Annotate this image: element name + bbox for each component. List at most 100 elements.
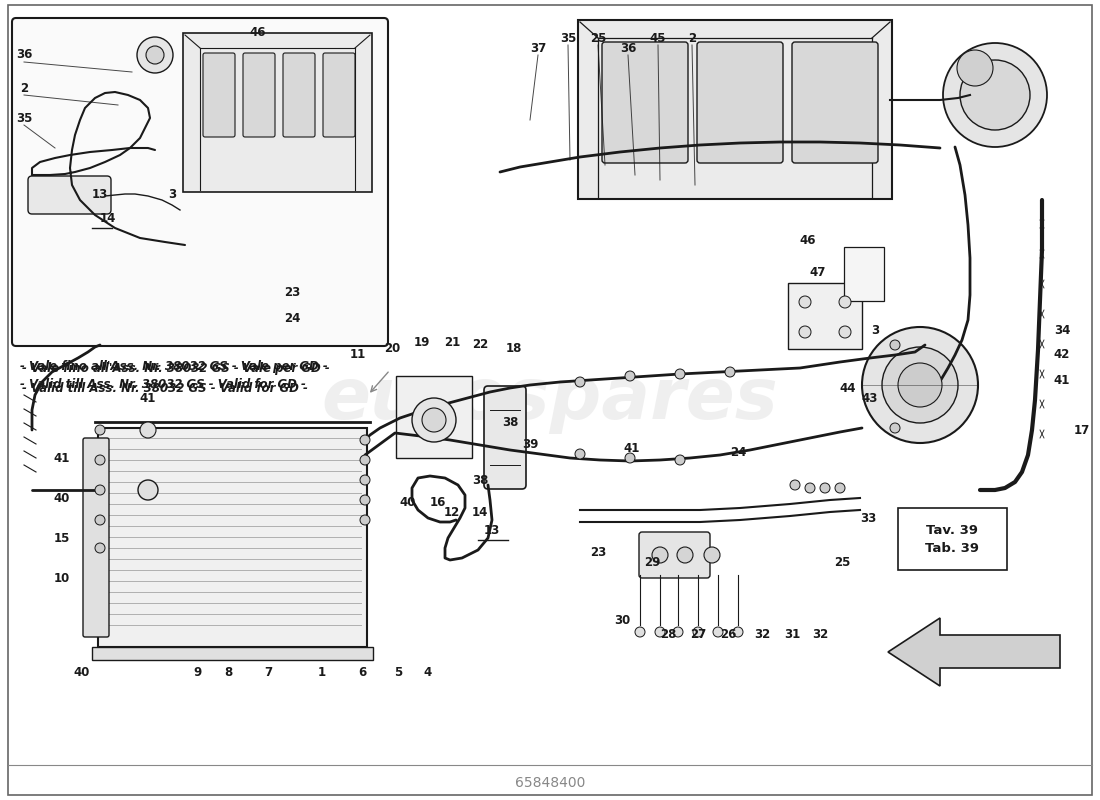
Text: 3: 3 (168, 189, 176, 202)
Text: 13: 13 (484, 523, 500, 537)
Circle shape (704, 547, 720, 563)
Circle shape (957, 50, 993, 86)
FancyBboxPatch shape (183, 33, 372, 192)
FancyBboxPatch shape (82, 438, 109, 637)
Circle shape (412, 398, 456, 442)
Text: - Vale fino all'Ass. Nr. 38032 GS - Vale per GD -: - Vale fino all'Ass. Nr. 38032 GS - Vale… (22, 362, 330, 375)
Circle shape (890, 423, 900, 433)
Circle shape (835, 483, 845, 493)
Circle shape (652, 547, 668, 563)
FancyBboxPatch shape (697, 42, 783, 163)
Text: 14: 14 (100, 211, 117, 225)
Circle shape (625, 453, 635, 463)
Text: 21: 21 (444, 335, 460, 349)
Text: 22: 22 (472, 338, 488, 351)
Circle shape (95, 425, 104, 435)
Circle shape (360, 435, 370, 445)
Text: 40: 40 (74, 666, 90, 678)
Text: 39: 39 (521, 438, 538, 451)
Circle shape (693, 627, 703, 637)
Text: 32: 32 (812, 629, 828, 642)
Circle shape (882, 347, 958, 423)
Text: 8: 8 (224, 666, 232, 678)
Circle shape (138, 480, 158, 500)
Text: 41: 41 (140, 391, 156, 405)
FancyBboxPatch shape (204, 53, 235, 137)
Circle shape (635, 627, 645, 637)
Circle shape (422, 408, 446, 432)
Circle shape (95, 515, 104, 525)
Text: 45: 45 (650, 31, 667, 45)
Text: 3: 3 (871, 323, 879, 337)
Text: 28: 28 (660, 629, 676, 642)
Text: 43: 43 (861, 391, 878, 405)
Circle shape (675, 455, 685, 465)
Text: 10: 10 (54, 571, 70, 585)
FancyBboxPatch shape (12, 18, 388, 346)
Text: 35: 35 (560, 31, 576, 45)
Text: - Vale fino all'Ass. Nr. 38032 GS - Vale per GD -: - Vale fino all'Ass. Nr. 38032 GS - Vale… (20, 360, 328, 373)
Text: 20: 20 (384, 342, 400, 354)
FancyBboxPatch shape (639, 532, 710, 578)
Text: 2: 2 (20, 82, 29, 94)
Text: 41: 41 (624, 442, 640, 454)
Text: 38: 38 (472, 474, 488, 486)
FancyBboxPatch shape (484, 386, 526, 489)
Text: 36: 36 (15, 49, 32, 62)
Text: 18: 18 (506, 342, 522, 354)
Circle shape (805, 483, 815, 493)
Text: 65848400: 65848400 (515, 776, 585, 790)
Text: 24: 24 (729, 446, 746, 458)
Circle shape (360, 455, 370, 465)
Circle shape (898, 363, 942, 407)
Text: 6: 6 (358, 666, 366, 678)
Circle shape (360, 515, 370, 525)
FancyBboxPatch shape (243, 53, 275, 137)
Text: 41: 41 (54, 451, 70, 465)
Text: 46: 46 (800, 234, 816, 246)
FancyBboxPatch shape (28, 176, 111, 214)
Text: 40: 40 (399, 495, 416, 509)
Text: 26: 26 (719, 629, 736, 642)
Text: 30: 30 (614, 614, 630, 626)
Text: 13: 13 (92, 189, 108, 202)
Text: 40: 40 (54, 491, 70, 505)
Text: 44: 44 (839, 382, 856, 394)
Text: 32: 32 (754, 629, 770, 642)
Text: 47: 47 (810, 266, 826, 278)
FancyBboxPatch shape (396, 376, 472, 458)
Circle shape (360, 495, 370, 505)
FancyBboxPatch shape (98, 428, 367, 647)
Text: Tav. 39
Tab. 39: Tav. 39 Tab. 39 (925, 523, 979, 554)
FancyBboxPatch shape (844, 247, 884, 301)
Circle shape (138, 37, 173, 73)
Text: 17: 17 (1074, 423, 1090, 437)
Circle shape (146, 46, 164, 64)
Text: 42: 42 (1054, 349, 1070, 362)
Circle shape (676, 547, 693, 563)
Circle shape (95, 485, 104, 495)
Polygon shape (92, 647, 373, 660)
Text: 24: 24 (284, 311, 300, 325)
Circle shape (95, 455, 104, 465)
Circle shape (820, 483, 830, 493)
Text: - Valid till Ass. Nr. 38032 GS - Valid for GD -: - Valid till Ass. Nr. 38032 GS - Valid f… (22, 382, 308, 395)
Text: 15: 15 (54, 531, 70, 545)
Circle shape (675, 369, 685, 379)
Text: 25: 25 (834, 555, 850, 569)
Polygon shape (888, 618, 1060, 686)
Circle shape (625, 371, 635, 381)
Text: 29: 29 (644, 555, 660, 569)
Text: 9: 9 (194, 666, 202, 678)
FancyBboxPatch shape (898, 508, 1006, 570)
FancyBboxPatch shape (578, 20, 892, 199)
Circle shape (575, 377, 585, 387)
Text: 35: 35 (15, 111, 32, 125)
Circle shape (790, 480, 800, 490)
FancyBboxPatch shape (602, 42, 688, 163)
Text: 23: 23 (590, 546, 606, 558)
Text: - Valid till Ass. Nr. 38032 GS - Valid for GD -: - Valid till Ass. Nr. 38032 GS - Valid f… (20, 378, 306, 391)
Text: 38: 38 (502, 415, 518, 429)
Circle shape (95, 543, 104, 553)
Text: 33: 33 (860, 511, 876, 525)
